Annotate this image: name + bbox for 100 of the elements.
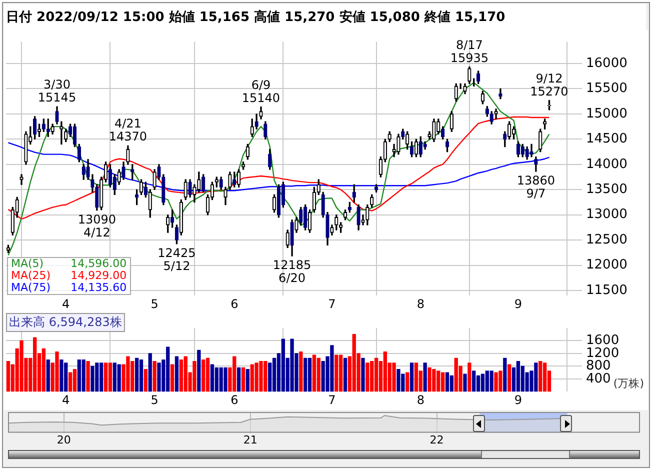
x-tick-label: 5 (150, 296, 158, 311)
candlestick (304, 204, 308, 230)
candlestick (259, 106, 263, 120)
candlestick (24, 131, 28, 165)
bar (86, 361, 90, 392)
annotation: 6/9 15140 (242, 78, 280, 105)
bar (374, 358, 378, 392)
bar (210, 364, 214, 392)
candlestick (356, 204, 360, 230)
bar (445, 372, 450, 392)
candlestick (494, 108, 498, 120)
y-tick-label: 13000 (586, 207, 628, 222)
x-tick-label: 21 (243, 433, 258, 446)
candlestick (219, 176, 223, 190)
y-tick-label: 400 (586, 371, 611, 386)
bar (414, 362, 418, 392)
candlestick (530, 144, 534, 158)
candlestick (290, 220, 294, 256)
bar (72, 369, 77, 392)
bar (42, 348, 46, 392)
x-tick-label: 5 (150, 392, 158, 407)
bar (538, 361, 542, 392)
x-tick-label: 6 (230, 392, 238, 407)
candlestick (32, 116, 37, 140)
candlestick (122, 162, 126, 180)
candlestick (338, 222, 343, 233)
candlestick (525, 146, 529, 160)
y-tick-label: 1600 (586, 333, 620, 348)
candlestick (104, 162, 108, 182)
y-tick-label: 13500 (586, 182, 628, 198)
bar (423, 362, 427, 392)
bar (206, 358, 210, 392)
candlestick (268, 148, 272, 170)
candlestick (547, 100, 552, 110)
bar (316, 358, 320, 392)
candlestick (228, 172, 232, 190)
candlestick (179, 199, 183, 236)
candlestick (534, 156, 538, 172)
x-tick-label: 8 (416, 392, 424, 407)
candlestick (50, 124, 54, 134)
candlestick (202, 174, 206, 192)
candlestick (55, 106, 59, 124)
annotation: 12185 6/20 (272, 258, 312, 285)
candlestick (330, 224, 334, 236)
bar (117, 364, 121, 392)
bar (366, 362, 370, 392)
y-tick-label: 14000 (586, 156, 628, 172)
candlestick (108, 164, 112, 188)
x-tick-label: 9 (514, 392, 522, 407)
candlestick (294, 217, 298, 233)
candlestick (166, 214, 170, 233)
y-tick-label: 15000 (586, 106, 628, 122)
candlestick (334, 214, 338, 230)
bar (338, 354, 343, 392)
series-label: MA(5) (11, 256, 45, 270)
candlestick (188, 179, 192, 198)
candlestick (117, 169, 121, 185)
candlestick (72, 124, 77, 148)
candlestick (100, 176, 104, 210)
candlestick (82, 164, 86, 180)
candlestick (42, 118, 46, 132)
bar (144, 369, 148, 392)
bar (343, 358, 348, 392)
x-tick-label: 4 (62, 392, 70, 407)
x-tick-label: 7 (328, 296, 336, 311)
annotation: 4/21 14370 (108, 116, 148, 144)
candlestick (542, 118, 547, 130)
bar (174, 356, 179, 392)
bar (170, 364, 174, 392)
candlestick (170, 209, 174, 228)
bar (241, 367, 246, 392)
candlestick (463, 83, 467, 94)
candlestick (507, 121, 512, 140)
bar (236, 367, 241, 392)
candlestick (254, 114, 258, 130)
annotation: 9/12 15270 (530, 71, 568, 98)
annotation: 13860 9/7 (516, 173, 556, 200)
y-tick-label: 15500 (586, 81, 628, 96)
x-tick-label: 8 (416, 296, 424, 311)
bar (392, 362, 396, 392)
x-tick-label: 22 (430, 433, 444, 446)
bar (542, 362, 547, 392)
bar (68, 372, 72, 392)
candlestick (162, 174, 166, 206)
annotation: 13090 4/12 (78, 212, 116, 240)
bar (450, 375, 454, 392)
text: MA(75) (11, 280, 51, 294)
candlestick (250, 118, 254, 137)
candlestick (308, 209, 312, 233)
bar (152, 361, 156, 392)
bar (480, 374, 485, 392)
candlestick (468, 66, 472, 84)
candlestick (152, 169, 156, 190)
bar (60, 359, 64, 392)
candlestick (361, 214, 365, 226)
bar (334, 354, 338, 392)
x-tick-label: 7 (328, 392, 336, 407)
candlestick (264, 121, 268, 140)
bar (406, 372, 410, 392)
candlestick (232, 172, 236, 188)
